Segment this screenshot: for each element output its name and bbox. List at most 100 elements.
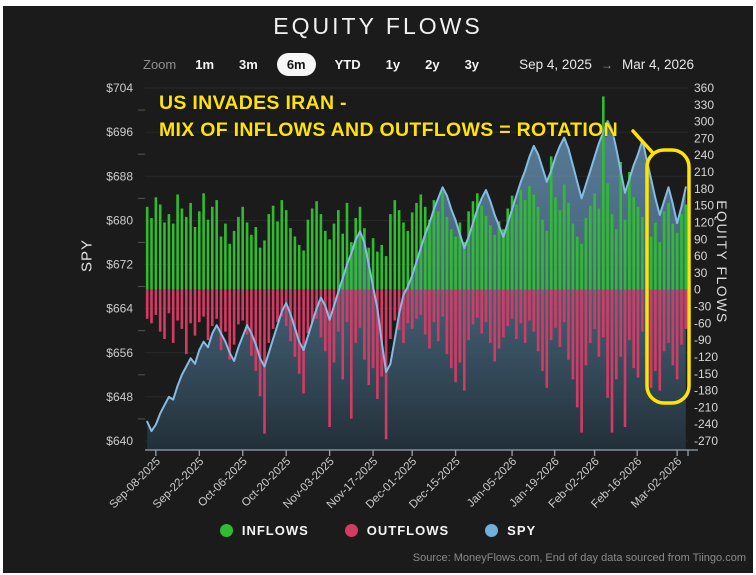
inflow-bar[interactable] xyxy=(454,236,457,290)
outflow-bar[interactable] xyxy=(667,289,670,343)
outflow-bar[interactable] xyxy=(549,289,553,341)
outflow-bar[interactable] xyxy=(480,289,483,334)
inflow-bar[interactable] xyxy=(371,238,375,290)
range-button-ytd[interactable]: YTD xyxy=(329,54,367,75)
outflow-bar[interactable] xyxy=(523,289,527,343)
outflow-bar[interactable] xyxy=(463,289,466,391)
outflow-bar[interactable] xyxy=(211,289,214,327)
outflow-bar[interactable] xyxy=(350,289,353,419)
inflow-bar[interactable] xyxy=(423,206,427,290)
inflow-bar[interactable] xyxy=(237,216,240,290)
inflow-bar[interactable] xyxy=(593,193,596,290)
outflow-bar[interactable] xyxy=(293,289,297,357)
inflow-bar[interactable] xyxy=(280,200,284,290)
inflow-bar[interactable] xyxy=(615,229,618,290)
inflow-bar[interactable] xyxy=(636,206,640,290)
inflow-bar[interactable] xyxy=(532,194,536,290)
outflow-bar[interactable] xyxy=(623,289,627,427)
inflow-bar[interactable] xyxy=(358,206,362,290)
outflow-bar[interactable] xyxy=(185,289,188,355)
inflow-bar[interactable] xyxy=(202,193,205,290)
inflow-bar[interactable] xyxy=(450,229,453,290)
outflow-bar[interactable] xyxy=(671,289,675,366)
inflow-bar[interactable] xyxy=(163,222,166,290)
outflow-bar[interactable] xyxy=(628,289,631,341)
inflow-bar[interactable] xyxy=(684,204,688,290)
outflow-bar[interactable] xyxy=(189,289,192,324)
outflow-bar[interactable] xyxy=(450,289,453,369)
inflow-bar[interactable] xyxy=(445,216,449,290)
spy-line[interactable] xyxy=(146,120,687,433)
outflow-bar[interactable] xyxy=(284,289,288,327)
inflow-bar[interactable] xyxy=(410,212,414,290)
inflow-bar[interactable] xyxy=(654,222,657,290)
inflow-bar[interactable] xyxy=(406,230,410,290)
outflow-bar[interactable] xyxy=(328,289,331,427)
outflow-bar[interactable] xyxy=(471,289,475,325)
inflow-bar[interactable] xyxy=(489,225,492,290)
inflow-bar[interactable] xyxy=(567,202,570,290)
range-button-1m[interactable]: 1m xyxy=(189,54,220,75)
outflow-bar[interactable] xyxy=(402,289,405,343)
inflow-bar[interactable] xyxy=(649,236,653,290)
inflow-bar[interactable] xyxy=(306,219,310,290)
inflow-bar[interactable] xyxy=(271,205,275,290)
outflow-bar[interactable] xyxy=(467,289,470,341)
outflow-bar[interactable] xyxy=(658,289,662,391)
outflow-bar[interactable] xyxy=(641,289,644,332)
outflow-bar[interactable] xyxy=(297,289,301,374)
outflow-bar[interactable] xyxy=(263,289,266,434)
outflow-bar[interactable] xyxy=(171,289,175,343)
outflow-bar[interactable] xyxy=(271,289,275,329)
inflow-bar[interactable] xyxy=(484,215,488,290)
outflow-bar[interactable] xyxy=(241,289,244,321)
inflow-bar[interactable] xyxy=(436,211,440,290)
outflow-bar[interactable] xyxy=(432,289,436,323)
inflow-bar[interactable] xyxy=(458,222,462,290)
legend-item-outflows[interactable]: OUTFLOWS xyxy=(344,523,449,538)
inflow-bar[interactable] xyxy=(675,232,679,290)
inflow-bar[interactable] xyxy=(345,202,349,290)
outflow-bar[interactable] xyxy=(254,289,258,371)
outflow-bar[interactable] xyxy=(489,289,492,343)
inflow-bar[interactable] xyxy=(198,211,201,290)
outflow-bar[interactable] xyxy=(250,289,253,356)
outflow-bar[interactable] xyxy=(584,289,588,366)
outflow-bar[interactable] xyxy=(163,289,166,339)
outflow-bar[interactable] xyxy=(554,289,557,328)
range-button-2y[interactable]: 2y xyxy=(419,54,445,75)
inflow-bar[interactable] xyxy=(680,214,683,290)
outflow-bar[interactable] xyxy=(484,289,488,323)
outflow-bar[interactable] xyxy=(593,289,596,329)
outflow-bar[interactable] xyxy=(228,289,231,360)
inflow-bar[interactable] xyxy=(497,221,501,290)
inflow-bar[interactable] xyxy=(432,200,436,290)
outflow-bar[interactable] xyxy=(510,289,514,319)
outflow-bar[interactable] xyxy=(150,289,153,324)
inflow-bar[interactable] xyxy=(341,233,344,290)
inflow-bar[interactable] xyxy=(315,201,318,290)
outflow-bar[interactable] xyxy=(632,289,635,369)
inflow-bar[interactable] xyxy=(263,240,266,290)
inflow-bar[interactable] xyxy=(467,211,470,290)
inflow-bar[interactable] xyxy=(623,219,627,290)
outflow-bar[interactable] xyxy=(315,289,318,319)
outflow-bar[interactable] xyxy=(219,289,223,351)
outflow-bar[interactable] xyxy=(532,289,536,332)
inflow-bar[interactable] xyxy=(575,236,579,290)
inflow-bar[interactable] xyxy=(602,96,605,290)
outflow-bar[interactable] xyxy=(371,289,375,369)
inflow-bar[interactable] xyxy=(324,230,327,290)
legend-item-inflows[interactable]: INFLOWS xyxy=(219,523,309,538)
outflow-bar[interactable] xyxy=(154,289,158,315)
outflow-bar[interactable] xyxy=(619,289,622,357)
inflow-bar[interactable] xyxy=(610,214,614,290)
outflow-bar[interactable] xyxy=(324,289,327,352)
inflow-bar[interactable] xyxy=(258,247,262,290)
inflow-bar[interactable] xyxy=(606,183,609,290)
inflow-bar[interactable] xyxy=(289,228,292,290)
inflow-bar[interactable] xyxy=(419,194,423,290)
outflow-bar[interactable] xyxy=(280,289,284,317)
outflow-bar[interactable] xyxy=(528,289,531,321)
